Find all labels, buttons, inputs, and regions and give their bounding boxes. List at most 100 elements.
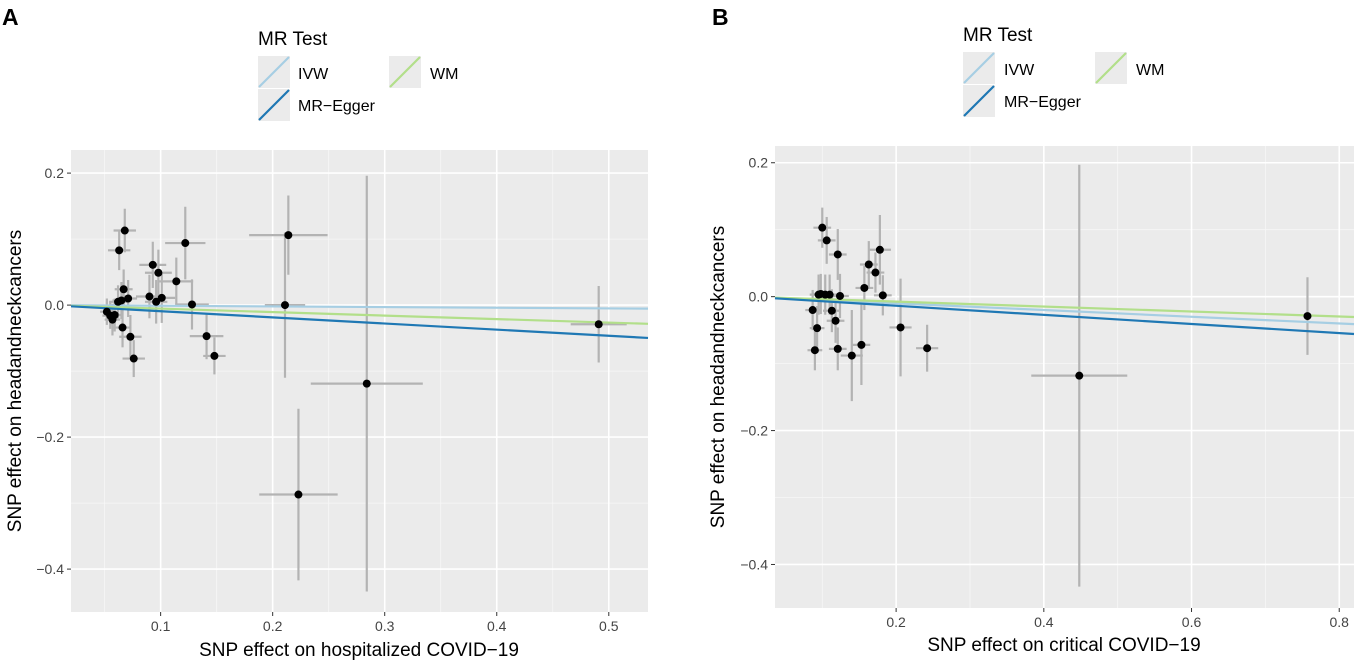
snp-point xyxy=(860,283,869,292)
snp-point xyxy=(827,306,836,315)
snp-point xyxy=(878,291,887,300)
legend-b-wm-key xyxy=(1095,52,1127,84)
snp-point xyxy=(864,260,873,269)
snp-point xyxy=(833,250,842,259)
snp-point xyxy=(857,340,866,349)
legend-b-ivw-key xyxy=(963,52,995,84)
legend-b: MR Test IVW MR−Egger WM xyxy=(963,25,1164,117)
snp-point xyxy=(148,260,157,269)
snp-point xyxy=(825,290,834,299)
tick-labels-b: 0.2 0.4 0.6 0.8 0.2 0.0 −0.2 −0.4 xyxy=(740,155,1349,630)
snp-point xyxy=(124,294,133,303)
snp-point xyxy=(831,316,840,325)
y-axis-title-b: SNP effect on headandneckcancers xyxy=(708,226,729,528)
legend-a-egger-label: MR−Egger xyxy=(298,98,376,115)
legend-a-egger-key xyxy=(258,89,290,121)
legend-a-wm-key xyxy=(389,56,421,88)
mr-line-wm-b xyxy=(774,296,1355,319)
points-b xyxy=(808,223,1312,380)
x-tick-label: 0.4 xyxy=(1034,614,1054,630)
snp-point xyxy=(157,293,166,302)
y-tick-label: −0.2 xyxy=(740,423,768,439)
y-axis-title-a: SNP effect on headandneckcancers xyxy=(5,230,26,532)
snp-point xyxy=(822,236,831,245)
x-tick-label: 0.2 xyxy=(886,614,906,630)
snp-point xyxy=(362,379,371,388)
snp-point xyxy=(810,346,819,355)
y-tick-label: 0.0 xyxy=(45,297,65,313)
snp-point xyxy=(923,344,932,353)
snp-point xyxy=(202,332,211,341)
snp-point xyxy=(120,226,129,235)
y-tick-label: −0.2 xyxy=(36,429,64,445)
snp-point xyxy=(896,323,905,332)
plot-area-a xyxy=(71,150,648,612)
snp-point xyxy=(154,268,163,277)
snp-point xyxy=(129,354,138,363)
snp-point xyxy=(818,223,827,232)
y-tick-label: 0.0 xyxy=(749,289,769,305)
snp-point xyxy=(835,291,844,300)
mr-line-ivw-b xyxy=(774,296,1355,326)
legend-b-wm-label: WM xyxy=(1136,62,1164,79)
snp-point xyxy=(284,231,293,240)
x-tick-label: 0.1 xyxy=(151,618,171,634)
legend-b-ivw-label: IVW xyxy=(1004,62,1035,79)
snp-point xyxy=(210,351,219,360)
mr-line-egger-a xyxy=(70,305,649,340)
x-tick-label: 0.5 xyxy=(599,618,619,634)
snp-point xyxy=(152,297,161,306)
snp-point xyxy=(115,246,124,255)
x-tick-label: 0.3 xyxy=(375,618,395,634)
y-tick-label: −0.4 xyxy=(740,556,768,572)
x-tick-label: 0.2 xyxy=(263,618,283,634)
mr-lines-b xyxy=(774,296,1355,336)
x-tick-label: 0.8 xyxy=(1329,614,1349,630)
mr-lines-a xyxy=(70,304,649,340)
snp-point xyxy=(117,296,126,305)
y-tick-label: 0.2 xyxy=(45,165,65,181)
x-tick-label: 0.6 xyxy=(1182,614,1202,630)
legend-b-egger-label: MR−Egger xyxy=(1004,94,1082,111)
snp-point xyxy=(172,277,181,286)
snp-point xyxy=(110,311,119,319)
panel-a-label: A xyxy=(2,4,19,30)
snp-point xyxy=(847,351,856,360)
x-axis-title-b: SNP effect on critical COVID−19 xyxy=(927,635,1200,656)
points-a xyxy=(102,226,603,499)
mr-line-egger-b xyxy=(774,297,1355,336)
mr-line-wm-a xyxy=(70,304,649,325)
snp-point xyxy=(808,306,817,315)
panel-a: A MR Test IVW MR−Egger WM 0.1 0.2 0.3 0.4 0.… xyxy=(2,4,649,661)
legend-a-ivw-key xyxy=(258,56,290,88)
snp-point xyxy=(294,490,303,499)
legend-a-title: MR Test xyxy=(258,29,328,50)
plot-area-b xyxy=(775,146,1354,608)
legend-a: MR Test IVW MR−Egger WM xyxy=(258,29,458,121)
snp-point xyxy=(594,320,603,329)
legend-b-egger-key xyxy=(963,85,995,117)
snp-point xyxy=(280,301,289,310)
snp-point xyxy=(833,344,842,353)
gridlines-b xyxy=(775,146,1354,608)
x-axis-title-a: SNP effect on hospitalized COVID−19 xyxy=(199,640,519,661)
snp-point xyxy=(875,245,884,254)
tick-labels-a: 0.1 0.2 0.3 0.4 0.5 0.2 0.0 −0.2 −0.4 xyxy=(36,165,618,634)
snp-point xyxy=(188,300,197,309)
x-tick-label: 0.4 xyxy=(487,618,507,634)
snp-point xyxy=(119,285,128,294)
snp-point xyxy=(813,324,822,333)
y-tick-label: −0.4 xyxy=(36,561,64,577)
legend-a-ivw-label: IVW xyxy=(298,66,329,83)
snp-point xyxy=(1075,371,1084,380)
mr-line-ivw-a xyxy=(70,304,649,310)
snp-point xyxy=(118,323,127,332)
legend-b-title: MR Test xyxy=(963,25,1033,46)
snp-point xyxy=(126,332,135,341)
panel-b-label: B xyxy=(712,4,729,30)
snp-point xyxy=(1303,312,1312,321)
legend-a-wm-label: WM xyxy=(430,66,458,83)
y-tick-label: 0.2 xyxy=(749,155,769,171)
panel-b: B MR Test IVW MR−Egger WM 0.2 0.4 0.6 0.80.… xyxy=(708,4,1355,656)
